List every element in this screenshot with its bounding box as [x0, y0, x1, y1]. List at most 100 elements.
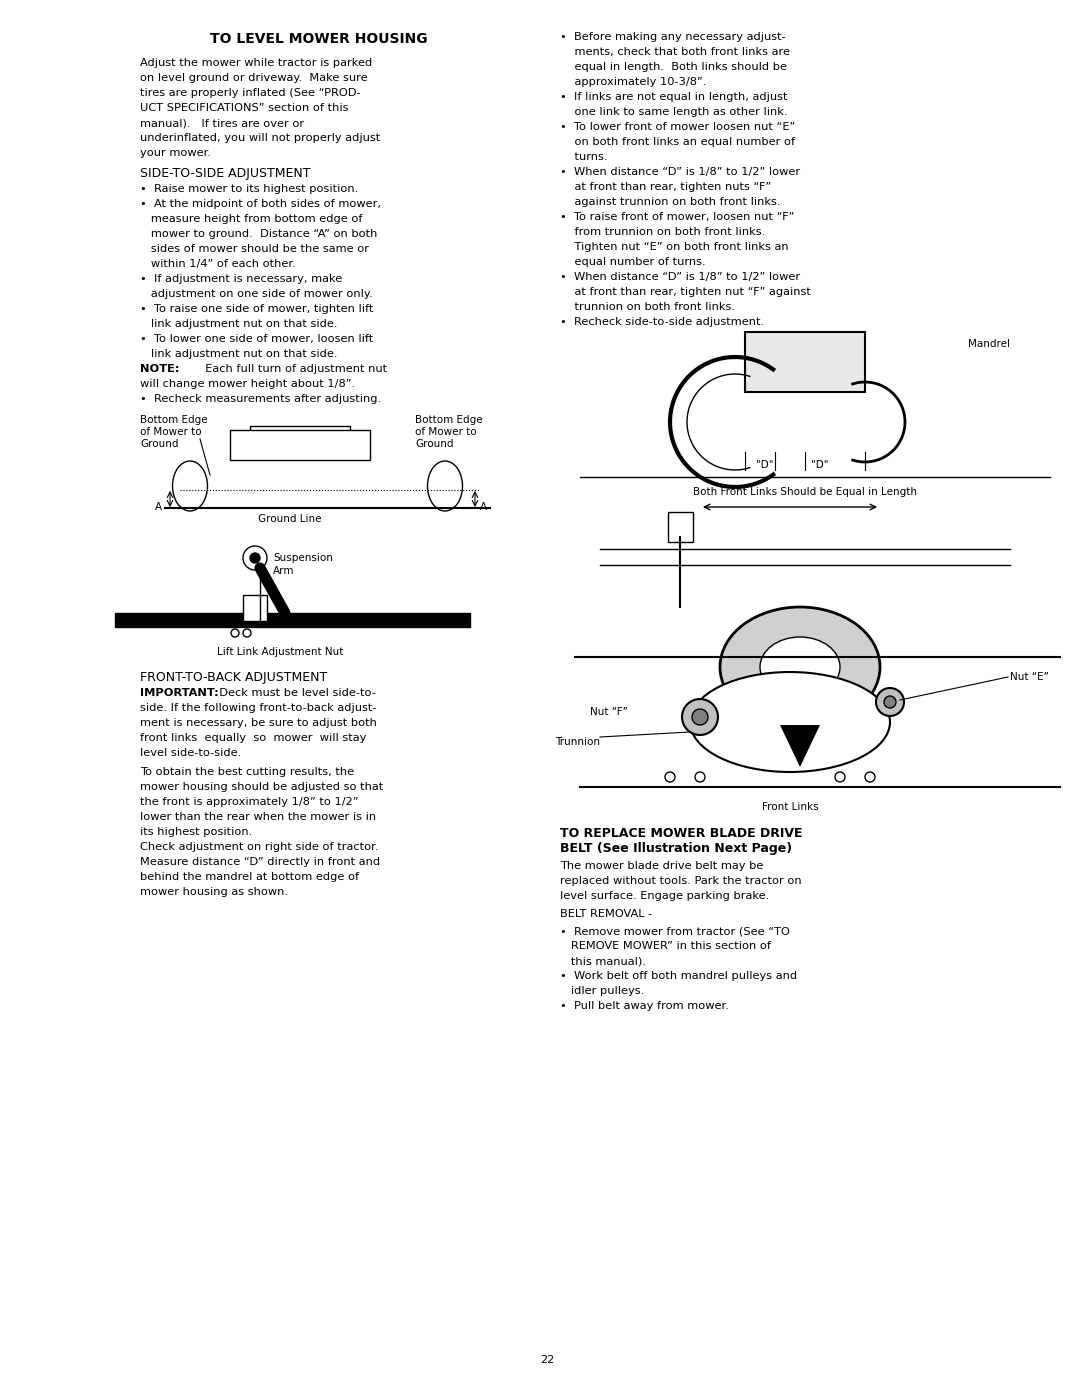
Circle shape: [865, 772, 875, 782]
Text: •  When distance “D” is 1/8” to 1/2” lower: • When distance “D” is 1/8” to 1/2” lowe…: [561, 167, 800, 177]
Text: Bottom Edge: Bottom Edge: [140, 416, 207, 425]
Bar: [669, 512, 693, 541]
Text: •  If adjustment is necessary, make: • If adjustment is necessary, make: [140, 273, 342, 284]
Text: Both Front Links Should be Equal in Length: Both Front Links Should be Equal in Leng…: [693, 487, 917, 497]
Bar: [745, 331, 865, 392]
Text: on both front links an equal number of: on both front links an equal number of: [561, 137, 795, 146]
Text: •  Work belt off both mandrel pulleys and: • Work belt off both mandrel pulleys and: [561, 971, 797, 981]
Polygon shape: [780, 725, 820, 766]
Text: BELT REMOVAL -: BELT REMOVAL -: [561, 909, 652, 918]
Text: against trunnion on both front links.: against trunnion on both front links.: [561, 197, 781, 207]
Text: •  If links are not equal in length, adjust: • If links are not equal in length, adju…: [561, 93, 787, 102]
Text: level surface. Engage parking brake.: level surface. Engage parking brake.: [561, 891, 769, 900]
Text: side. If the following front-to-back adjust-: side. If the following front-to-back adj…: [140, 703, 377, 713]
Text: •  To raise one side of mower, tighten lift: • To raise one side of mower, tighten li…: [140, 304, 374, 313]
Text: at front than rear, tighten nut “F” against: at front than rear, tighten nut “F” agai…: [561, 287, 811, 297]
Text: •  Remove mower from tractor (See “TO: • Remove mower from tractor (See “TO: [561, 927, 789, 936]
Bar: [230, 429, 370, 460]
Text: A: A: [154, 503, 162, 512]
Text: of Mower to: of Mower to: [140, 427, 202, 436]
Text: front links  equally  so  mower  will stay: front links equally so mower will stay: [140, 733, 366, 743]
Text: Adjust the mower while tractor is parked: Adjust the mower while tractor is parked: [140, 58, 373, 68]
Text: Bottom Edge: Bottom Edge: [415, 416, 483, 425]
Text: link adjustment nut on that side.: link adjustment nut on that side.: [140, 319, 337, 329]
Ellipse shape: [720, 608, 880, 726]
Text: Nut “F”: Nut “F”: [590, 707, 627, 717]
Text: TO LEVEL MOWER HOUSING: TO LEVEL MOWER HOUSING: [210, 32, 428, 46]
Text: UCT SPECIFICATIONS” section of this: UCT SPECIFICATIONS” section of this: [140, 104, 349, 113]
Text: •  To lower one side of mower, loosen lift: • To lower one side of mower, loosen lif…: [140, 334, 374, 344]
Text: tires are properly inflated (See “PROD-: tires are properly inflated (See “PROD-: [140, 88, 361, 98]
Text: at front than rear, tighten nuts “F”: at front than rear, tighten nuts “F”: [561, 182, 771, 192]
Text: ment is necessary, be sure to adjust both: ment is necessary, be sure to adjust bot…: [140, 718, 377, 728]
Text: within 1/4” of each other.: within 1/4” of each other.: [140, 260, 296, 269]
Text: Front Links: Front Links: [761, 802, 819, 812]
Bar: [249, 425, 350, 447]
Text: Tighten nut “E” on both front links an: Tighten nut “E” on both front links an: [561, 242, 788, 251]
Text: your mower.: your mower.: [140, 148, 211, 157]
Text: from trunnion on both front links.: from trunnion on both front links.: [561, 226, 766, 238]
Text: Ground Line: Ground Line: [258, 514, 322, 523]
Text: lower than the rear when the mower is in: lower than the rear when the mower is in: [140, 812, 376, 822]
Circle shape: [835, 772, 845, 782]
Text: equal number of turns.: equal number of turns.: [561, 257, 705, 267]
Circle shape: [681, 699, 718, 735]
Circle shape: [665, 772, 675, 782]
Circle shape: [243, 628, 251, 637]
Text: •  When distance “D” is 1/8” to 1/2” lower: • When distance “D” is 1/8” to 1/2” lowe…: [561, 272, 800, 282]
Text: To obtain the best cutting results, the: To obtain the best cutting results, the: [140, 766, 354, 778]
Text: A: A: [480, 503, 487, 512]
Text: •  To lower front of mower loosen nut “E”: • To lower front of mower loosen nut “E”: [561, 122, 795, 133]
Text: Each full turn of adjustment nut: Each full turn of adjustment nut: [198, 365, 387, 374]
Text: IMPORTANT:: IMPORTANT:: [140, 688, 219, 697]
Text: 22: 22: [540, 1355, 554, 1364]
Text: mower housing should be adjusted so that: mower housing should be adjusted so that: [140, 782, 383, 791]
Text: trunnion on both front links.: trunnion on both front links.: [561, 302, 735, 312]
Text: Lift Link Adjustment Nut: Lift Link Adjustment Nut: [217, 648, 343, 657]
Text: Trunnion: Trunnion: [555, 737, 600, 747]
Text: will change mower height about 1/8”.: will change mower height about 1/8”.: [140, 378, 355, 389]
Text: REMOVE MOWER” in this section of: REMOVE MOWER” in this section of: [561, 940, 771, 952]
Text: ments, check that both front links are: ments, check that both front links are: [561, 47, 789, 57]
Text: measure height from bottom edge of: measure height from bottom edge of: [140, 214, 363, 224]
Text: on level ground or driveway.  Make sure: on level ground or driveway. Make sure: [140, 73, 367, 83]
Circle shape: [876, 688, 904, 715]
Text: BELT (See Illustration Next Page): BELT (See Illustration Next Page): [561, 842, 792, 855]
Text: approximately 10-3/8”.: approximately 10-3/8”.: [561, 77, 706, 87]
Text: TO REPLACE MOWER BLADE DRIVE: TO REPLACE MOWER BLADE DRIVE: [561, 827, 802, 840]
Text: its highest position.: its highest position.: [140, 827, 253, 837]
Circle shape: [692, 708, 708, 725]
Text: •  Before making any necessary adjust-: • Before making any necessary adjust-: [561, 32, 786, 41]
Text: •  Pull belt away from mower.: • Pull belt away from mower.: [561, 1001, 729, 1011]
Text: underinflated, you will not properly adjust: underinflated, you will not properly adj…: [140, 133, 380, 144]
Text: •  At the midpoint of both sides of mower,: • At the midpoint of both sides of mower…: [140, 199, 381, 209]
Text: replaced without tools. Park the tractor on: replaced without tools. Park the tractor…: [561, 876, 801, 887]
Ellipse shape: [428, 461, 462, 511]
Circle shape: [231, 628, 239, 637]
Text: Deck must be level side-to-: Deck must be level side-to-: [212, 688, 376, 697]
Bar: [114, 613, 470, 627]
Text: link adjustment nut on that side.: link adjustment nut on that side.: [140, 349, 337, 359]
Text: one link to same length as other link.: one link to same length as other link.: [561, 106, 787, 117]
Text: mower to ground.  Distance “A” on both: mower to ground. Distance “A” on both: [140, 229, 377, 239]
Text: this manual).: this manual).: [561, 956, 646, 965]
Text: Measure distance “D” directly in front and: Measure distance “D” directly in front a…: [140, 858, 380, 867]
Bar: [243, 595, 267, 621]
Text: Ground: Ground: [140, 439, 178, 449]
Text: SIDE-TO-SIDE ADJUSTMENT: SIDE-TO-SIDE ADJUSTMENT: [140, 167, 311, 180]
Text: Check adjustment on right side of tractor.: Check adjustment on right side of tracto…: [140, 842, 378, 852]
Text: FRONT-TO-BACK ADJUSTMENT: FRONT-TO-BACK ADJUSTMENT: [140, 671, 327, 684]
Ellipse shape: [173, 461, 207, 511]
Text: of Mower to: of Mower to: [415, 427, 476, 436]
Text: "D": "D": [811, 460, 828, 470]
Text: sides of mower should be the same or: sides of mower should be the same or: [140, 244, 369, 254]
Text: •  Raise mower to its highest position.: • Raise mower to its highest position.: [140, 184, 359, 193]
Text: Mandrel: Mandrel: [968, 338, 1010, 349]
Text: adjustment on one side of mower only.: adjustment on one side of mower only.: [140, 289, 373, 300]
Text: Suspension: Suspension: [273, 552, 333, 563]
Text: the front is approximately 1/8” to 1/2”: the front is approximately 1/8” to 1/2”: [140, 797, 359, 807]
Text: mower housing as shown.: mower housing as shown.: [140, 887, 288, 898]
Text: •  To raise front of mower, loosen nut “F”: • To raise front of mower, loosen nut “F…: [561, 213, 795, 222]
Circle shape: [696, 772, 705, 782]
Text: equal in length.  Both links should be: equal in length. Both links should be: [561, 62, 787, 72]
